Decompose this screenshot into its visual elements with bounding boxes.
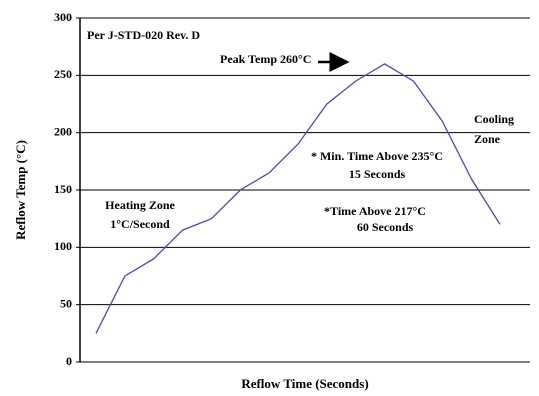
y-tick-label: 150 <box>54 182 72 196</box>
y-axis-label: Reflow Temp (°C) <box>13 140 28 240</box>
y-tick-label: 250 <box>54 67 72 81</box>
annotation: Zone <box>474 132 501 146</box>
annotation: Cooling <box>474 112 514 126</box>
y-tick-label: 200 <box>54 124 72 138</box>
data-line <box>95 63 501 334</box>
y-tick-label: 0 <box>66 354 72 368</box>
y-tick-label: 100 <box>54 239 72 253</box>
annotation: 15 Seconds <box>349 167 406 181</box>
annotation: Per J-STD-020 Rev. D <box>87 28 200 42</box>
y-tick-label: 300 <box>54 10 72 24</box>
y-tick-label: 50 <box>60 296 72 310</box>
annotation: 1°C/Second <box>110 217 170 231</box>
annotation: *Time Above 217°C <box>324 204 426 218</box>
x-axis-label: Reflow Time (Seconds) <box>241 376 368 391</box>
annotation: * Min. Time Above 235°C <box>311 149 443 163</box>
annotation: Heating Zone <box>105 198 175 212</box>
annotation: Peak Temp 260°C <box>220 52 311 66</box>
annotation: 60 Seconds <box>357 220 414 234</box>
